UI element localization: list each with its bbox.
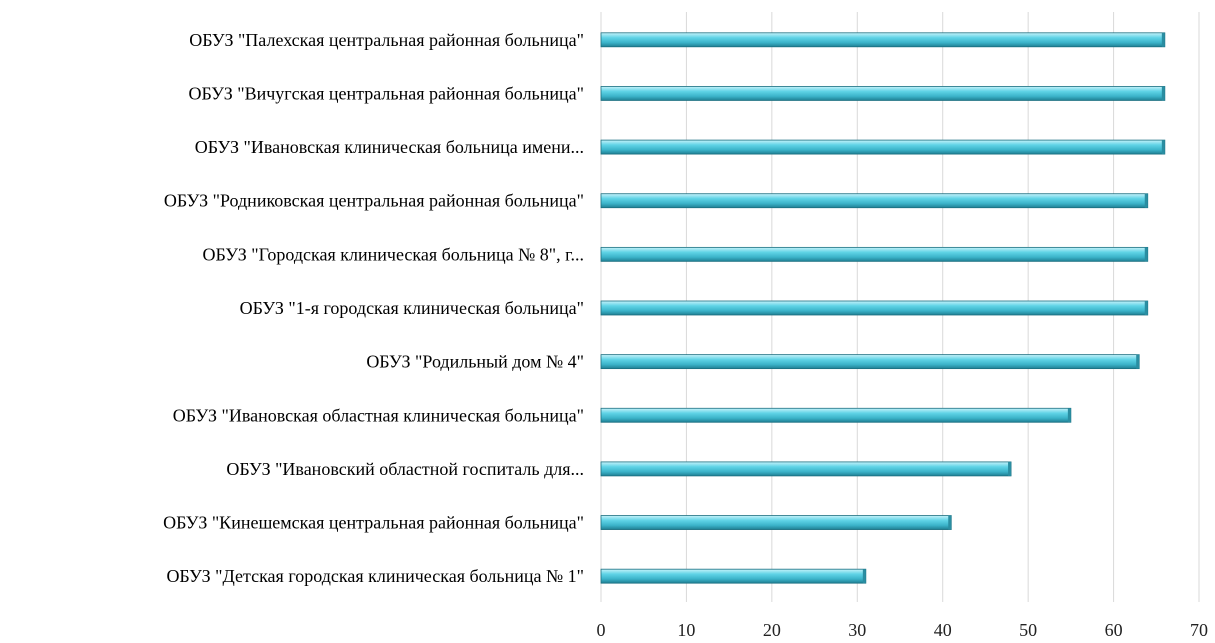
bar-body bbox=[600, 407, 1072, 423]
bar-body bbox=[600, 139, 1166, 155]
bar bbox=[600, 139, 1166, 155]
category-label: ОБУЗ "Ивановская областная клиническая б… bbox=[173, 405, 584, 425]
bar-body bbox=[600, 568, 867, 584]
bar-body bbox=[600, 32, 1166, 48]
bar bbox=[600, 193, 1149, 209]
bar-end-cap bbox=[1161, 86, 1165, 101]
bar bbox=[600, 86, 1166, 101]
category-label: ОБУЗ "Городская клиническая больница № 8… bbox=[203, 244, 585, 264]
category-label: ОБУЗ "Палехская центральная районная бол… bbox=[189, 30, 584, 50]
bar bbox=[600, 461, 1012, 477]
bar-end-cap bbox=[1144, 193, 1148, 208]
bar bbox=[600, 407, 1072, 423]
bar bbox=[600, 354, 1140, 370]
category-label: ОБУЗ "Детская городская клиническая боль… bbox=[166, 566, 584, 586]
x-tick-label: 0 bbox=[597, 620, 606, 640]
x-tick-label: 20 bbox=[763, 620, 781, 640]
bar-body bbox=[600, 461, 1012, 477]
bar bbox=[600, 246, 1149, 262]
bar-body bbox=[600, 246, 1149, 262]
bar-body bbox=[600, 300, 1149, 316]
category-label: ОБУЗ "1-я городская клиническая больница… bbox=[240, 298, 584, 318]
bar-end-cap bbox=[1144, 247, 1148, 262]
bar-end-cap bbox=[1144, 301, 1148, 315]
x-tick-label: 30 bbox=[848, 620, 866, 640]
x-tick-label: 50 bbox=[1019, 620, 1037, 640]
bar-body bbox=[600, 515, 952, 530]
bar-body bbox=[600, 354, 1140, 370]
x-tick-label: 40 bbox=[934, 620, 952, 640]
bar bbox=[600, 515, 952, 530]
category-label: ОБУЗ "Вичугская центральная районная бол… bbox=[189, 83, 584, 103]
category-labels: ОБУЗ "Палехская центральная районная бол… bbox=[163, 30, 584, 586]
bar-end-cap bbox=[1067, 408, 1071, 423]
x-tick-label: 70 bbox=[1190, 620, 1208, 640]
bar-end-cap bbox=[862, 569, 866, 584]
bar-body bbox=[600, 193, 1149, 209]
bar-end-cap bbox=[948, 515, 952, 530]
bar-end-cap bbox=[1161, 140, 1165, 155]
bar bbox=[600, 568, 867, 584]
category-label: ОБУЗ "Ивановская клиническая больница им… bbox=[195, 137, 584, 157]
x-tick-labels: 0 10 20 30 40 50 60 70 bbox=[597, 620, 1209, 640]
x-tick-label: 60 bbox=[1105, 620, 1123, 640]
bar-end-cap bbox=[1008, 461, 1012, 476]
category-label: ОБУЗ "Родниковская центральная районная … bbox=[164, 191, 584, 211]
category-label: ОБУЗ "Родильный дом № 4" bbox=[366, 352, 584, 372]
category-label: ОБУЗ "Кинешемская центральная районная б… bbox=[163, 513, 584, 533]
bar-end-cap bbox=[1136, 354, 1140, 369]
bar-body bbox=[600, 86, 1166, 101]
bar bbox=[600, 32, 1166, 48]
bars bbox=[600, 32, 1166, 584]
bar bbox=[600, 300, 1149, 316]
x-tick-label: 10 bbox=[677, 620, 695, 640]
category-label: ОБУЗ "Ивановский областной госпиталь для… bbox=[226, 459, 584, 479]
bar-end-cap bbox=[1161, 32, 1165, 47]
